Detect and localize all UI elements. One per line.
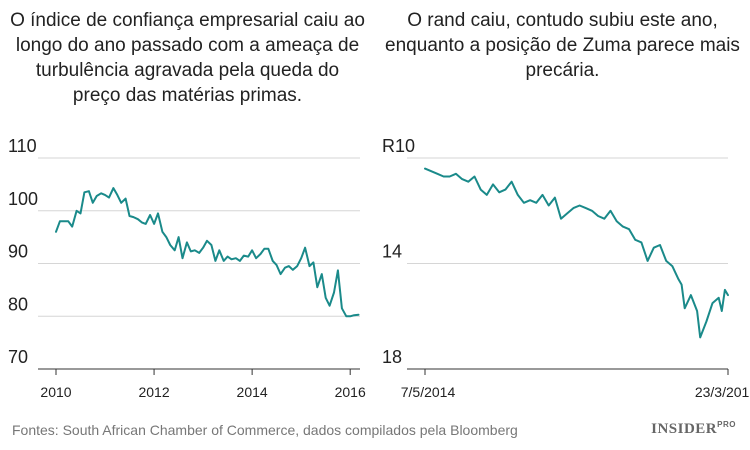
left-y-tick-label: 100 xyxy=(8,189,38,209)
left-y-tick-label: 80 xyxy=(8,294,28,314)
left-x-tick-label: 2012 xyxy=(138,384,169,400)
left-y-tick-label: 70 xyxy=(8,347,28,367)
left-y-tick-label: 110 xyxy=(8,136,37,156)
right-chart-title: O rand caiu, contudo subiu este ano, enq… xyxy=(385,10,740,81)
right-y-tick-label: 14 xyxy=(382,242,402,262)
brand-sup: PRO xyxy=(717,420,736,429)
left-series-line xyxy=(55,187,360,318)
right-series-line xyxy=(424,167,729,339)
left-chart-title: O índice de confiança empresarial caiu a… xyxy=(10,10,365,106)
right-y-tick-label: R10 xyxy=(382,136,415,156)
left-chart: 70 80 90 100 110 2010 2012 2014 2016 xyxy=(8,136,366,400)
brand-logo: INSIDERPRO xyxy=(651,420,736,438)
left-x-tick-label: 2014 xyxy=(237,384,268,400)
right-chart: R10 14 18 7/5/2014 23/3/2016 xyxy=(382,136,750,400)
brand-name: INSIDER xyxy=(651,421,718,437)
left-y-tick-label: 90 xyxy=(8,242,28,262)
right-x-tick-label: 23/3/2016 xyxy=(695,384,750,400)
left-x-tick-label: 2016 xyxy=(335,384,366,400)
right-x-tick-label: 7/5/2014 xyxy=(401,384,456,400)
right-y-tick-label: 18 xyxy=(382,347,402,367)
left-x-tick-label: 2010 xyxy=(40,384,71,400)
source-note: Fontes: South African Chamber of Commerc… xyxy=(12,422,518,438)
